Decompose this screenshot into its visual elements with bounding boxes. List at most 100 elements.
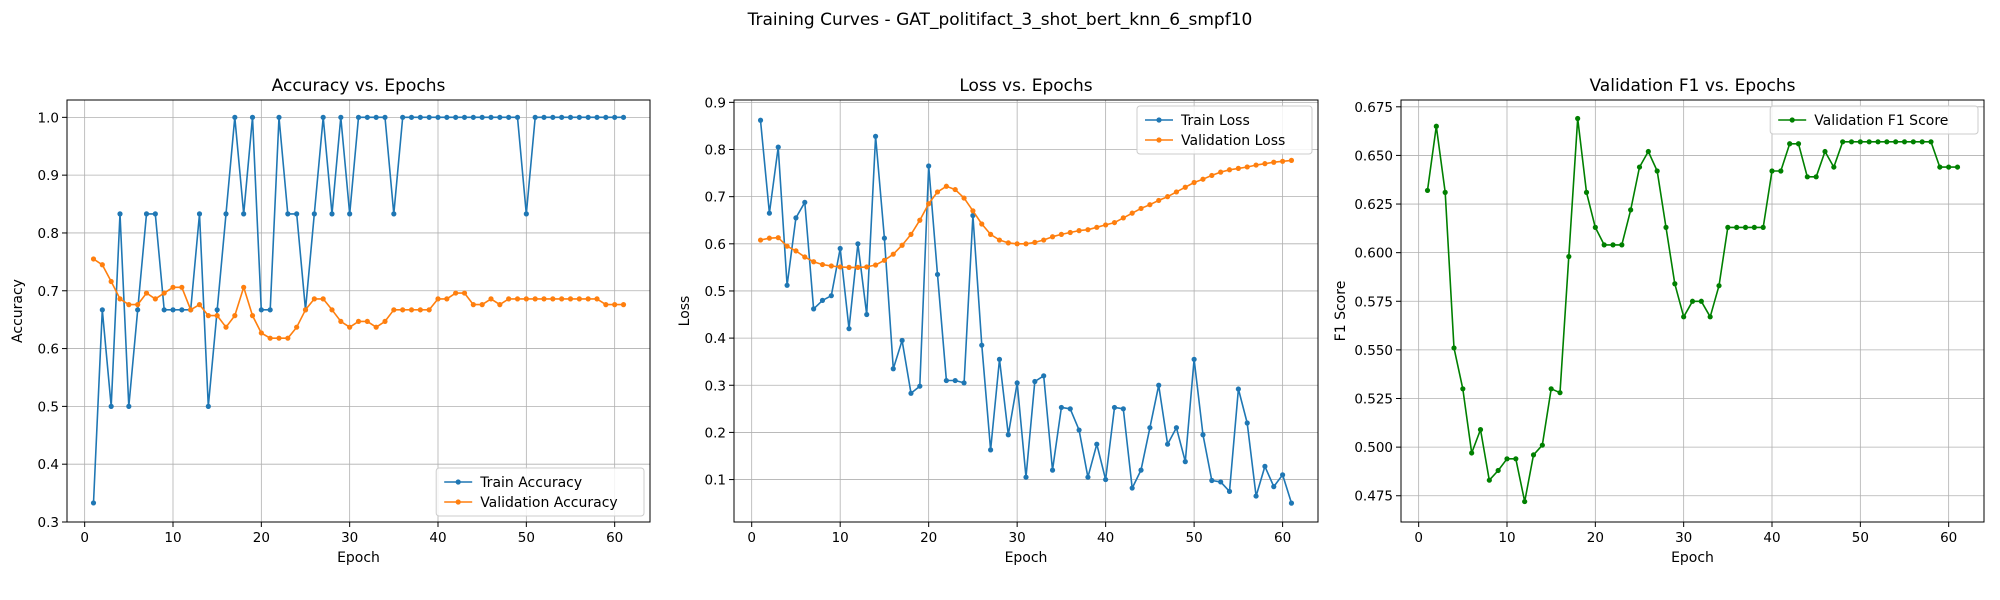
accuracy-series-1-point [603, 302, 609, 308]
accuracy-series-1-point [267, 335, 273, 341]
f1-series-0-point [1566, 253, 1572, 260]
loss-series-0-point [1041, 373, 1047, 379]
loss-series-0-point [1200, 432, 1206, 438]
loss-series-1-point [872, 262, 879, 268]
accuracy-xlabel: Epoch [337, 550, 380, 566]
accuracy-series-1-point [620, 302, 627, 308]
accuracy-series-0-point [391, 211, 397, 217]
f1-series-0-point [1583, 189, 1590, 195]
f1-series-0-point [1778, 168, 1784, 174]
loss-series-1-point [1138, 205, 1144, 212]
loss-series-0-point [979, 342, 985, 348]
accuracy-series-1-point [523, 296, 529, 302]
accuracy-series-0-point [143, 211, 150, 217]
loss-series-0-point [757, 117, 764, 123]
accuracy-series-0-point [400, 114, 406, 120]
f1-series-0-point [1893, 139, 1899, 145]
accuracy-series-1-point [391, 307, 397, 313]
accuracy-series-1-point [294, 324, 300, 330]
f1-ylabel: F1 Score [1333, 281, 1349, 342]
loss-series-1-point [1226, 167, 1233, 173]
accuracy-ytick-label: 0.6 [38, 342, 59, 358]
accuracy-series-1-point [417, 307, 423, 313]
loss-ytick-label: 0.9 [705, 95, 726, 111]
accuracy-series-0-point [567, 114, 574, 120]
accuracy-series-0-point [90, 500, 97, 506]
accuracy-series-1-point [258, 330, 264, 336]
accuracy-legend: Train Accuracy Validation Accuracy [435, 467, 645, 517]
accuracy-series-0-point [373, 114, 379, 120]
loss-series-1-point [1014, 241, 1020, 247]
loss-series-0-point [1120, 406, 1126, 412]
f1-series-0-point [1681, 314, 1687, 320]
accuracy-series-0-point [620, 114, 627, 120]
f1-series-0-point [1504, 456, 1510, 462]
loss-legend: Train Loss Validation Loss [1136, 105, 1313, 155]
f1-series-0-point [1937, 164, 1943, 170]
f1-series-0-point [1548, 386, 1554, 392]
loss-series-1-point [934, 189, 941, 195]
loss-series-0-point [837, 245, 843, 252]
accuracy-legend-marker-0 [455, 479, 461, 485]
accuracy-series-0-point [585, 114, 591, 120]
accuracy-series-0-point [152, 211, 158, 217]
f1-xlabel: Epoch [1671, 550, 1714, 566]
loss-series-1-point [1173, 189, 1180, 195]
f1-ytick-label: 0.525 [1354, 392, 1393, 408]
accuracy-series-0-point [338, 114, 344, 120]
accuracy-series-1-point [320, 296, 326, 302]
accuracy-series-0-point [364, 114, 370, 120]
accuracy-series-1-point [550, 296, 556, 302]
accuracy-series-1-point [179, 284, 185, 290]
f1-series-0-point [1663, 224, 1669, 230]
accuracy-series-1-point [470, 302, 476, 308]
loss-series-0-point [996, 356, 1003, 362]
accuracy-series-1-point [117, 296, 123, 302]
f1-xtick-label: 60 [1940, 530, 1957, 546]
loss-xtick-label: 10 [832, 530, 849, 546]
loss-xlabel: Epoch [1005, 550, 1048, 566]
accuracy-series-0-point [612, 114, 618, 120]
loss-series-1-point [819, 261, 826, 268]
accuracy-series-0-point [453, 114, 459, 120]
loss-ylabel: Loss [677, 296, 693, 327]
f1-series-0-point [1698, 298, 1704, 304]
loss-series-1-point [1005, 240, 1011, 246]
accuracy-series-0-point [161, 307, 167, 313]
loss-series-0-point [1235, 386, 1241, 392]
f1-series-0-point [1928, 139, 1934, 145]
loss-series-1-point [1023, 241, 1029, 247]
accuracy-series-0-point [196, 211, 203, 217]
loss-xtick-label: 40 [1097, 530, 1114, 546]
f1-series-0-point [1760, 224, 1766, 230]
accuracy-series-1-point [90, 256, 97, 262]
loss-legend-marker-1 [1156, 137, 1162, 143]
loss-series-0-point [1226, 488, 1233, 494]
accuracy-series-1-point [612, 302, 618, 308]
f1-series-0-point [1831, 164, 1837, 170]
loss-series-1-point [775, 235, 781, 241]
accuracy-ytick-label: 0.9 [38, 168, 59, 184]
accuracy-series-0-point [506, 114, 512, 120]
f1-legend-box [1769, 105, 1979, 135]
accuracy-series-0-point [223, 211, 229, 217]
loss-series-1-point [1262, 161, 1268, 167]
loss-series-0-point [1182, 459, 1188, 465]
loss-series-1-point [1147, 202, 1153, 208]
loss-series-0-point [952, 377, 958, 384]
f1-series-0-point [1557, 390, 1563, 396]
f1-series-0-point [1742, 224, 1749, 230]
loss-series-1-point [1271, 159, 1277, 165]
loss-series-1-point [1041, 237, 1047, 243]
f1-series-0-point [1619, 242, 1625, 248]
f1-series-0-point [1539, 442, 1545, 448]
loss-series-0-point [961, 380, 967, 386]
accuracy-xtick-label: 50 [518, 530, 535, 546]
f1-series-0-point [1875, 139, 1881, 145]
accuracy-ytick-label: 0.4 [38, 457, 59, 473]
loss-series-0-point [766, 210, 772, 216]
accuracy-series-0-point [126, 403, 132, 409]
loss-series-1-point [802, 254, 808, 260]
f1-series-0-point [1601, 242, 1607, 248]
